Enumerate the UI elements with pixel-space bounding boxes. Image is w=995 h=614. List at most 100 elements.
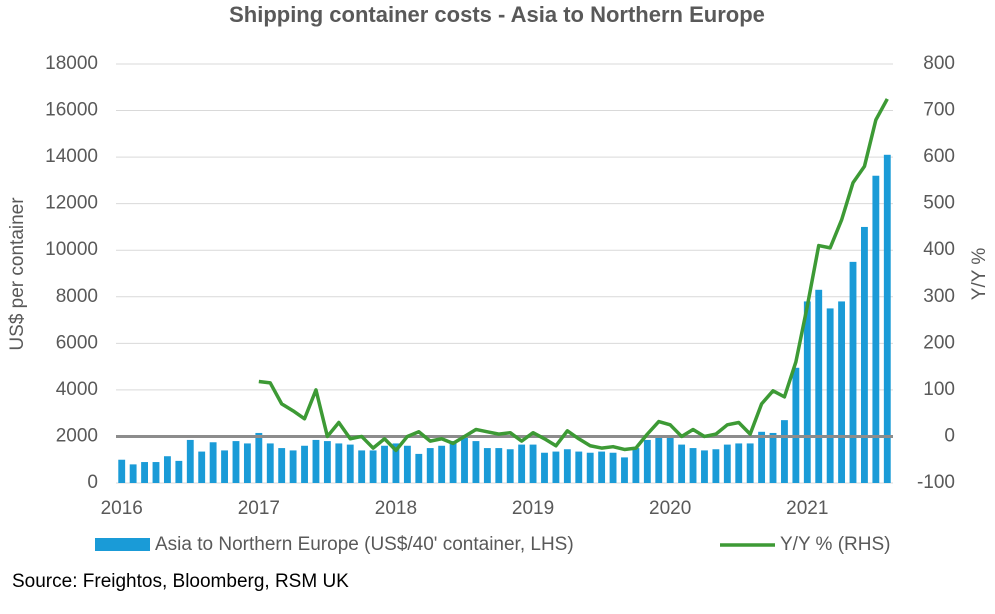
- bar: [335, 443, 343, 483]
- bar: [883, 154, 891, 484]
- y2-tick-label: 500: [923, 193, 955, 214]
- y2-tick-label: 200: [923, 332, 955, 353]
- bar: [586, 452, 594, 483]
- bar: [632, 448, 640, 483]
- bar: [438, 445, 446, 483]
- legend-label: Asia to Northern Europe (US$/40' contain…: [155, 534, 574, 555]
- bar: [735, 443, 743, 483]
- bar: [803, 301, 811, 483]
- bar: [541, 452, 548, 483]
- bar: [163, 456, 171, 483]
- bar: [723, 444, 731, 483]
- bar: [278, 448, 286, 483]
- bar: [312, 439, 320, 483]
- y-tick-label: 14000: [45, 146, 98, 167]
- bar: [472, 441, 480, 483]
- x-tick-label: 2019: [512, 498, 554, 519]
- bar: [815, 289, 823, 483]
- y-tick-label: 6000: [56, 332, 98, 353]
- bar: [232, 441, 240, 483]
- bar: [175, 460, 183, 483]
- bar: [849, 261, 857, 483]
- bar: [289, 450, 297, 483]
- bar: [518, 444, 526, 483]
- bar: [575, 451, 583, 483]
- bar: [781, 420, 788, 483]
- y2-tick-label: 600: [923, 146, 955, 167]
- bar: [769, 432, 777, 483]
- bar: [655, 437, 663, 483]
- bar: [552, 451, 560, 483]
- bar: [792, 367, 800, 483]
- bar: [426, 448, 434, 483]
- bar: [141, 462, 148, 483]
- y-axis-label: US$ per container: [7, 197, 28, 351]
- bar: [701, 450, 708, 483]
- bar: [861, 226, 868, 483]
- x-tick-label: 2017: [238, 498, 280, 519]
- bar: [746, 443, 754, 483]
- bar: [301, 445, 308, 483]
- y-tick-label: 10000: [45, 239, 98, 260]
- bar: [483, 448, 491, 483]
- bar: [209, 442, 217, 483]
- bar: [689, 448, 697, 483]
- y-tick-label: 16000: [45, 100, 98, 121]
- bar: [266, 443, 274, 483]
- bar: [415, 453, 423, 483]
- bar: [563, 449, 571, 483]
- legend-swatch: [95, 538, 150, 551]
- y2-axis-label: Y/Y %: [969, 248, 990, 301]
- bar: [758, 431, 766, 483]
- bar: [678, 444, 686, 483]
- x-tick-label: 2018: [375, 498, 417, 519]
- y2-tick-label: 700: [923, 100, 955, 121]
- y-tick-label: 8000: [56, 286, 98, 307]
- bar: [403, 445, 411, 483]
- bar: [461, 436, 468, 483]
- y-tick-label: 0: [87, 472, 98, 493]
- y2-tick-label: 400: [923, 239, 955, 260]
- bar: [358, 450, 366, 483]
- bar: [712, 449, 720, 483]
- x-tick-label: 2020: [649, 498, 691, 519]
- y2-tick-label: 300: [923, 286, 955, 307]
- y-tick-label: 2000: [56, 425, 98, 446]
- bar: [186, 439, 194, 483]
- x-tick-label: 2021: [786, 498, 828, 519]
- bar: [118, 459, 126, 483]
- bar: [872, 175, 880, 483]
- line: [258, 98, 889, 453]
- bar: [198, 451, 206, 483]
- bar: [346, 444, 354, 483]
- bar: [392, 443, 400, 483]
- y2-tick-label: 0: [944, 425, 955, 446]
- bar: [495, 448, 503, 483]
- chart-title: Shipping container costs - Asia to North…: [229, 2, 765, 27]
- bar: [449, 441, 457, 483]
- y2-tick-label: -100: [917, 472, 955, 493]
- legend-label: Y/Y % (RHS): [780, 534, 891, 555]
- y-tick-label: 12000: [45, 193, 98, 214]
- bar: [369, 450, 377, 483]
- y2-tick-label: 800: [923, 53, 955, 74]
- bar: [152, 462, 160, 483]
- bar: [323, 441, 331, 483]
- bar: [381, 445, 388, 483]
- bar: [243, 443, 251, 483]
- bar: [609, 452, 617, 483]
- source-note: Source: Freightos, Bloomberg, RSM UK: [12, 571, 349, 592]
- bar: [621, 457, 628, 483]
- bar: [838, 301, 846, 483]
- y2-tick-label: 100: [923, 379, 955, 400]
- bar: [643, 439, 651, 483]
- bar: [255, 432, 263, 483]
- bar: [129, 464, 137, 483]
- bar: [826, 308, 834, 483]
- y-tick-label: 4000: [56, 379, 98, 400]
- bar: [529, 444, 537, 483]
- bar: [598, 451, 606, 483]
- y-tick-label: 18000: [45, 53, 98, 74]
- bar: [506, 449, 514, 483]
